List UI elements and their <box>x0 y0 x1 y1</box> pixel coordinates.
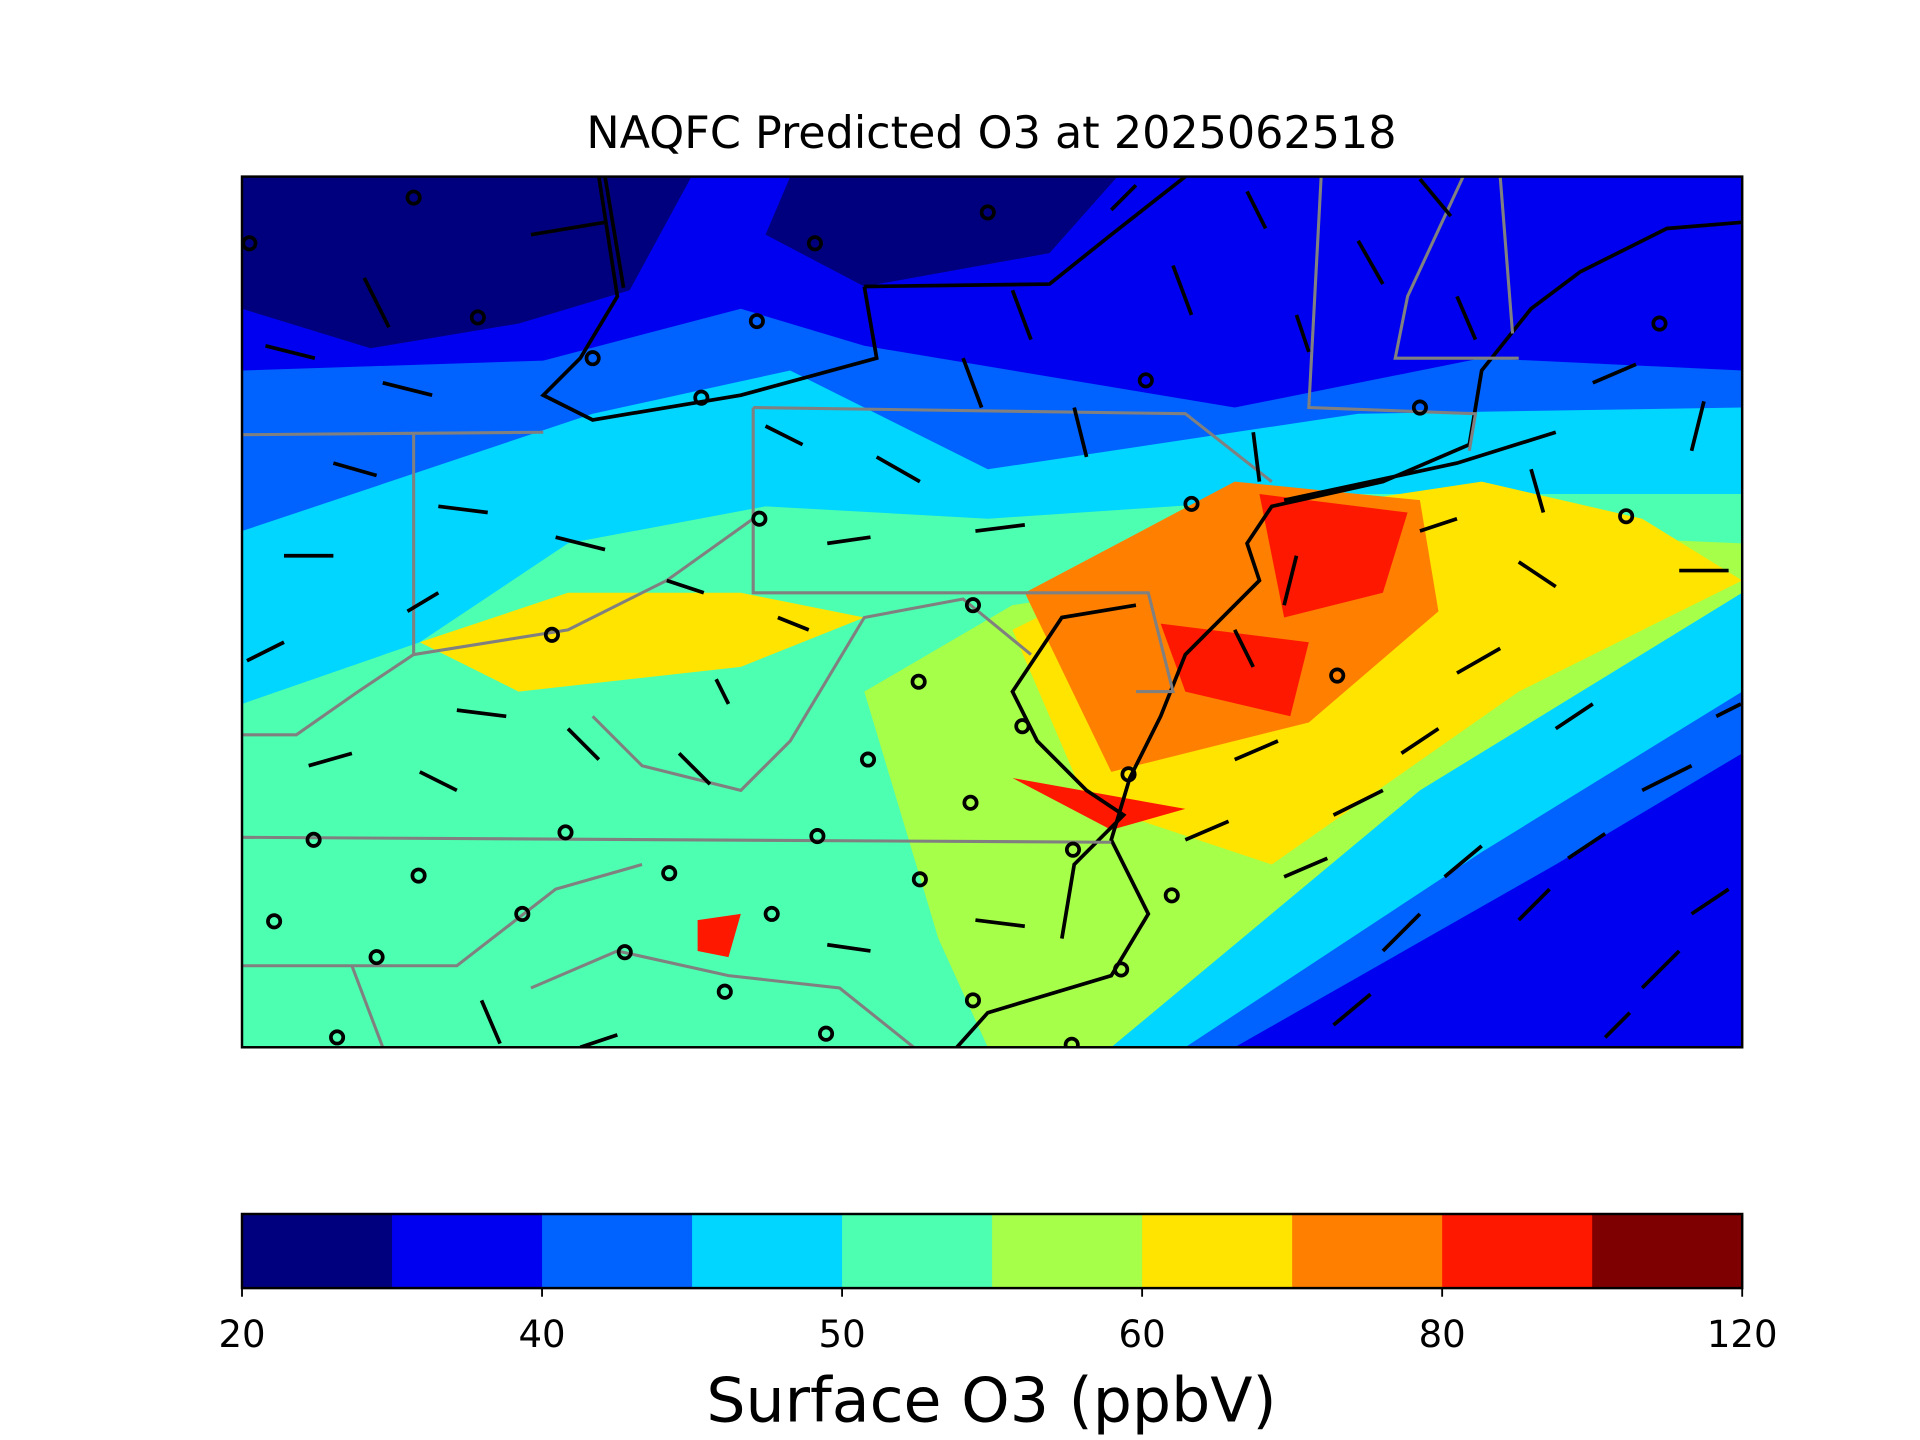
colorbar <box>242 1213 1743 1289</box>
colorbar-tick-label: 40 <box>518 1313 565 1356</box>
colorbar-segment <box>992 1213 1143 1289</box>
colorbar-segment <box>842 1213 993 1289</box>
state-border <box>751 407 1175 694</box>
state-border <box>530 949 915 1048</box>
state-border <box>753 406 1273 483</box>
state-border <box>242 430 544 437</box>
state-border <box>242 863 643 968</box>
field <box>242 176 692 349</box>
colorbar-segment <box>692 1213 843 1289</box>
state-border <box>1307 176 1478 452</box>
state-border <box>242 835 1112 844</box>
chart-title: NAQFC Predicted O3 at 2025062518 <box>586 108 1396 159</box>
field <box>419 592 865 692</box>
colorbar-segment <box>1442 1213 1593 1289</box>
coastline <box>864 176 1187 289</box>
state-border <box>591 597 1032 793</box>
colorbar-segment <box>242 1213 393 1289</box>
station <box>242 189 1668 1048</box>
state-border <box>413 517 755 657</box>
colorbar-tick-label: 20 <box>218 1313 265 1356</box>
coastline <box>955 220 1743 1048</box>
colorbar-segment <box>1592 1213 1743 1289</box>
colorbar-segment <box>542 1213 693 1289</box>
colorbar-tick-label: 120 <box>1707 1313 1778 1356</box>
field <box>1259 493 1408 618</box>
state-border <box>242 434 416 737</box>
field <box>1234 753 1743 1048</box>
map-frame <box>240 175 1744 1049</box>
colorbar-segment <box>1292 1213 1443 1289</box>
colorbar-label: Surface O3 (ppbV) <box>706 1364 1276 1436</box>
field <box>1160 623 1309 717</box>
state-border <box>350 965 385 1048</box>
colorbar-segment <box>392 1213 543 1289</box>
colorbar-frame <box>240 1212 1744 1290</box>
field <box>697 913 741 958</box>
colorbar-segment <box>1142 1213 1293 1289</box>
colorbar-tick-label: 50 <box>819 1313 866 1356</box>
field <box>765 176 1118 287</box>
colorbar-tick-label: 80 <box>1419 1313 1466 1356</box>
wind-barb <box>246 176 1742 1048</box>
state-border <box>1393 176 1519 360</box>
coastline <box>1283 430 1557 502</box>
field <box>1012 778 1186 830</box>
coastline <box>1010 603 1137 939</box>
ozone-map <box>242 176 1743 1048</box>
state-border <box>1498 176 1515 334</box>
colorbar-tick-label: 60 <box>1119 1313 1166 1356</box>
coastline <box>540 176 879 422</box>
